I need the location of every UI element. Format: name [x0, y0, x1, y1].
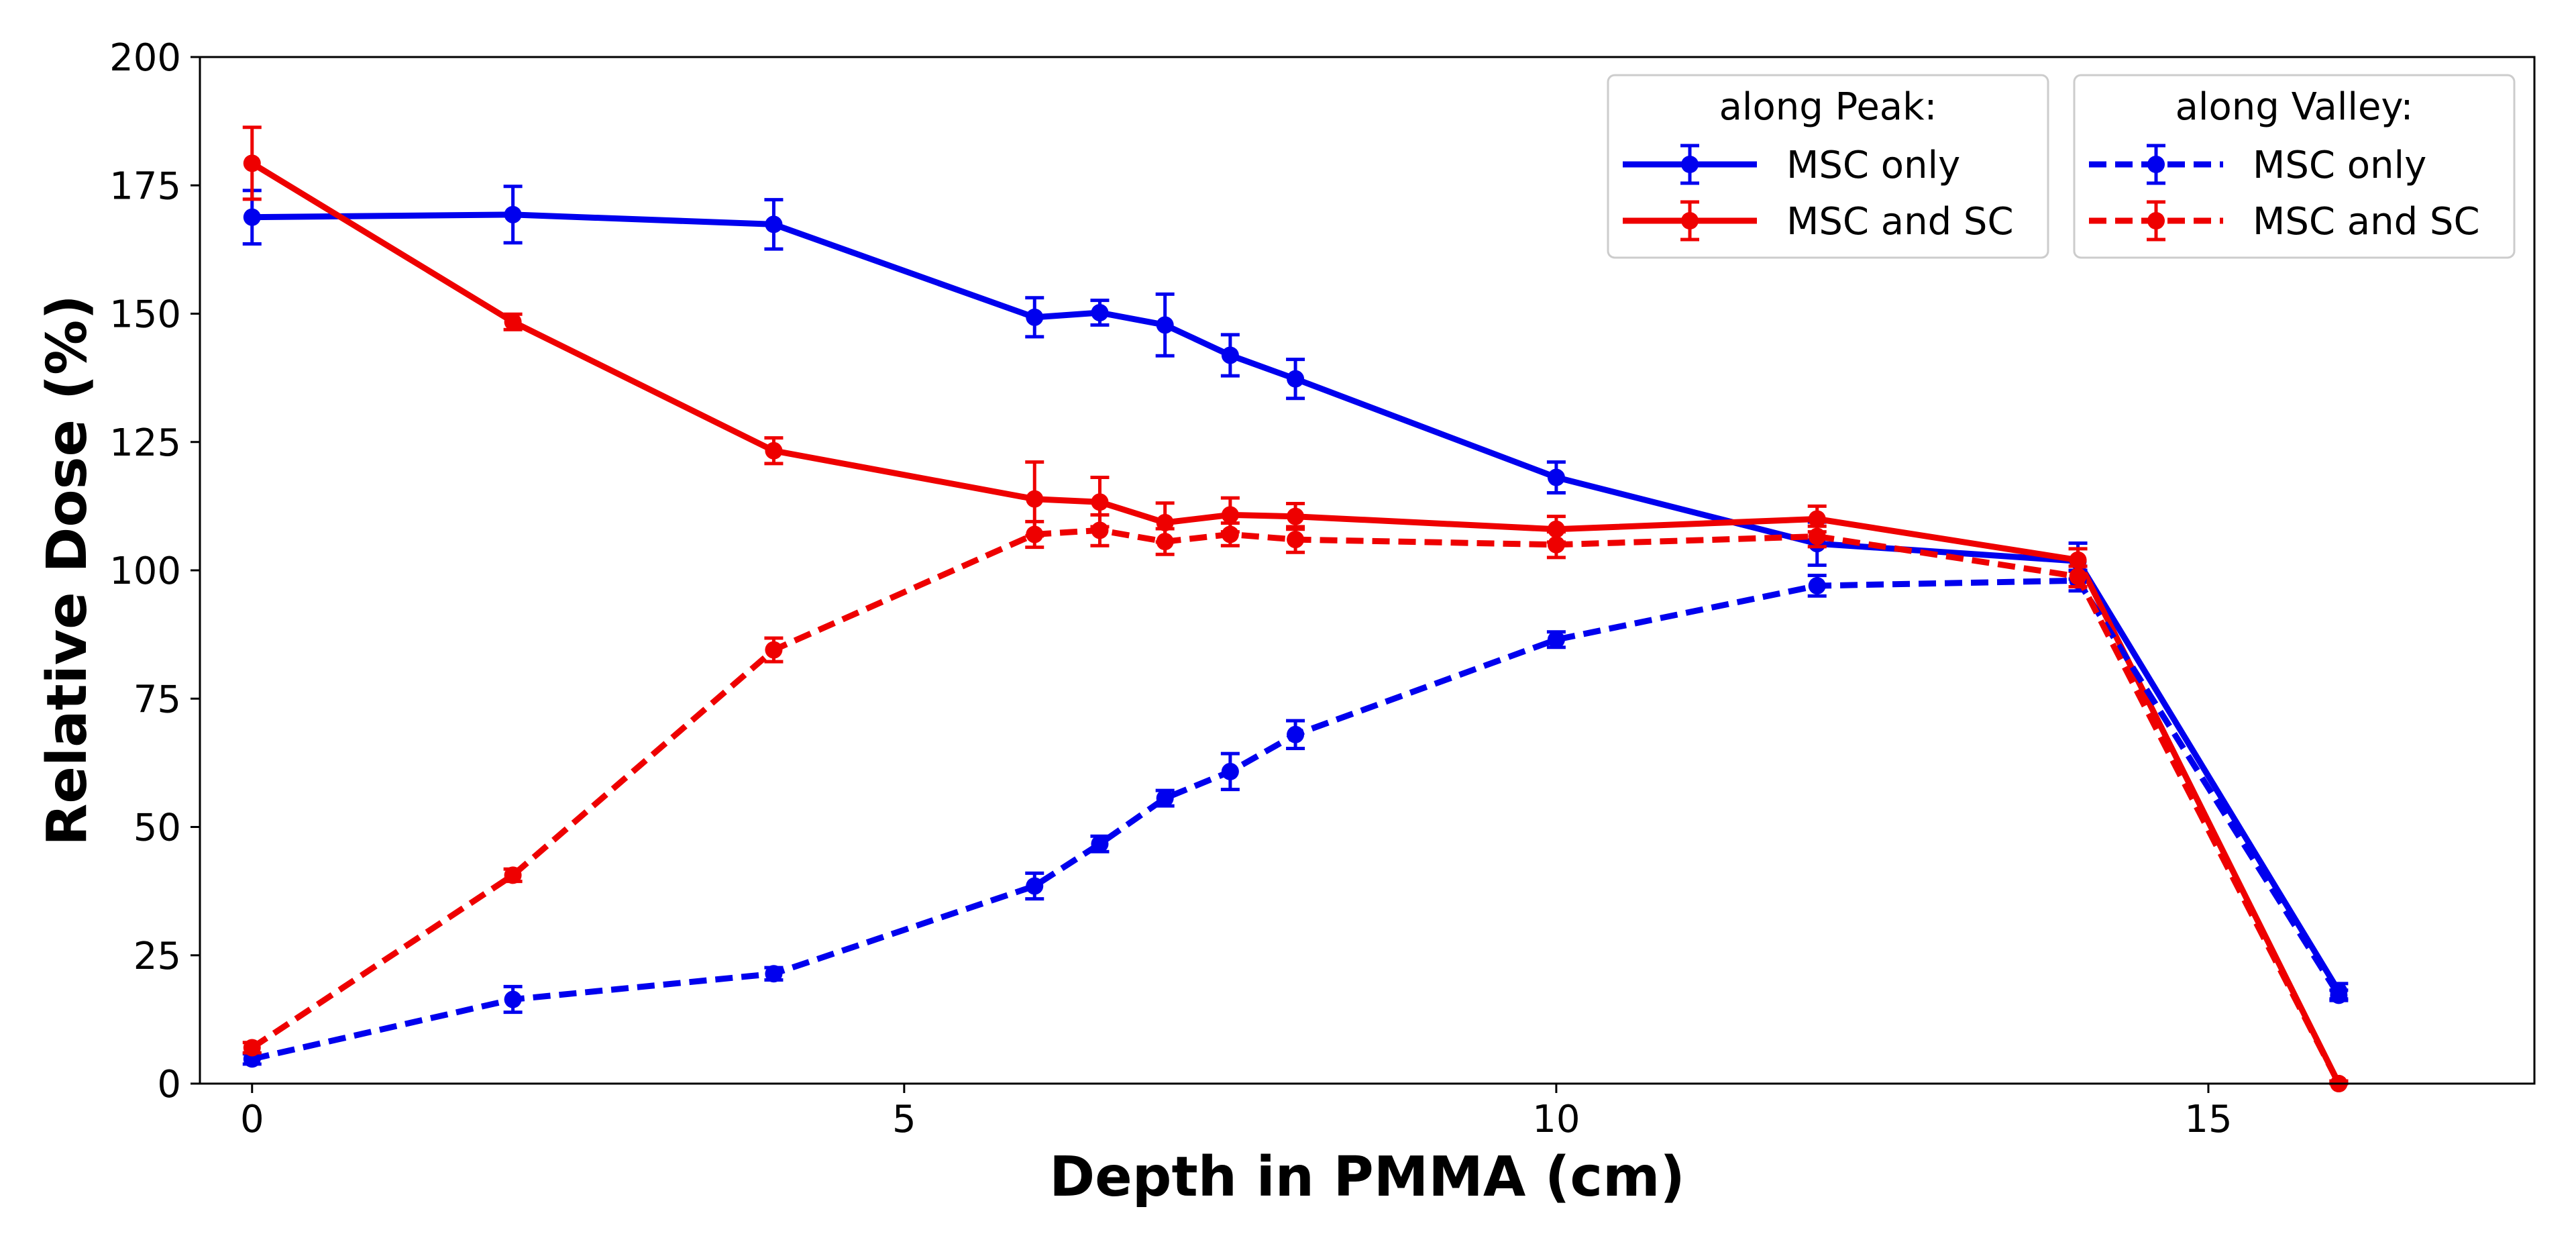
data-point [243, 154, 261, 172]
data-point [243, 208, 261, 226]
data-point [1808, 510, 1826, 528]
data-point [1547, 535, 1565, 554]
data-point [1808, 576, 1826, 594]
data-point [765, 965, 783, 983]
legend-label: MSC only [1786, 144, 1960, 187]
x-tick-label: 15 [2184, 1098, 2232, 1141]
data-point [504, 866, 522, 884]
y-tick-label: 175 [109, 164, 181, 208]
data-point [504, 313, 522, 331]
data-point [243, 1039, 261, 1057]
legend-marker [1681, 212, 1699, 229]
legend-group-0: along Peak: MSC only MSC and SC [1607, 74, 2049, 259]
series-1-along-peak [242, 125, 2349, 1092]
legend-marker [1681, 156, 1699, 173]
x-axis-title: Depth in PMMA (cm) [1049, 1145, 1685, 1209]
plot-area [242, 125, 2349, 1092]
data-point [1221, 762, 1239, 780]
data-point [1808, 527, 1826, 545]
data-point [1156, 513, 1174, 531]
data-point [504, 205, 522, 223]
data-point [1026, 525, 1044, 543]
legend-box [1607, 74, 2049, 259]
data-point [2069, 551, 2087, 569]
legend-label: MSC and SC [2253, 200, 2480, 244]
data-point [1547, 468, 1565, 486]
y-tick-label: 200 [109, 36, 181, 80]
data-point [1287, 507, 1305, 525]
data-point [1091, 835, 1109, 853]
legend-label: MSC and SC [1786, 200, 2014, 244]
data-point [765, 215, 783, 233]
data-point [1091, 303, 1109, 321]
y-tick-label: 50 [133, 807, 181, 850]
data-point [1026, 490, 1044, 508]
y-axis-title: Relative Dose (%) [36, 295, 99, 846]
x-tick-label: 5 [892, 1098, 916, 1141]
data-point [765, 641, 783, 659]
series-line [252, 211, 2342, 993]
legend-box [2073, 74, 2516, 259]
legend-marker [2147, 156, 2165, 173]
y-tick-label: 25 [133, 935, 181, 978]
data-point [1547, 520, 1565, 538]
y-tick-label: 125 [109, 421, 181, 465]
y-tick-label: 100 [109, 550, 181, 593]
data-point [2069, 568, 2087, 586]
legend-title: along Valley: [2176, 85, 2414, 129]
y-tick-label: 0 [157, 1063, 181, 1106]
data-point [1026, 308, 1044, 326]
legend-group-1: along Valley: MSC only MSC and SC [2073, 74, 2516, 259]
data-point [1221, 346, 1239, 364]
data-point [1221, 525, 1239, 543]
series-line [250, 160, 2342, 1086]
data-point [1287, 531, 1305, 549]
data-point [1287, 370, 1305, 388]
legend-label: MSC only [2253, 144, 2426, 187]
data-point [1026, 877, 1044, 895]
data-point [1156, 316, 1174, 334]
x-tick-label: 0 [240, 1098, 264, 1141]
data-point [1547, 631, 1565, 649]
y-tick-label: 75 [133, 678, 181, 721]
legend-marker [2147, 212, 2165, 229]
series-line [251, 577, 2342, 1062]
data-point [2330, 986, 2348, 1004]
data-point [1156, 789, 1174, 807]
data-point [1287, 725, 1305, 743]
data-point [1221, 506, 1239, 524]
data-point [1091, 493, 1109, 511]
series-3-along-valley [242, 513, 2349, 1092]
data-point [504, 990, 522, 1008]
y-tick-label: 150 [109, 293, 181, 337]
series-line [250, 527, 2342, 1086]
x-tick-label: 10 [1532, 1098, 1580, 1141]
data-point [765, 441, 783, 460]
data-point [1091, 521, 1109, 539]
legend-title: along Peak: [1719, 85, 1937, 129]
data-point [1156, 533, 1174, 551]
